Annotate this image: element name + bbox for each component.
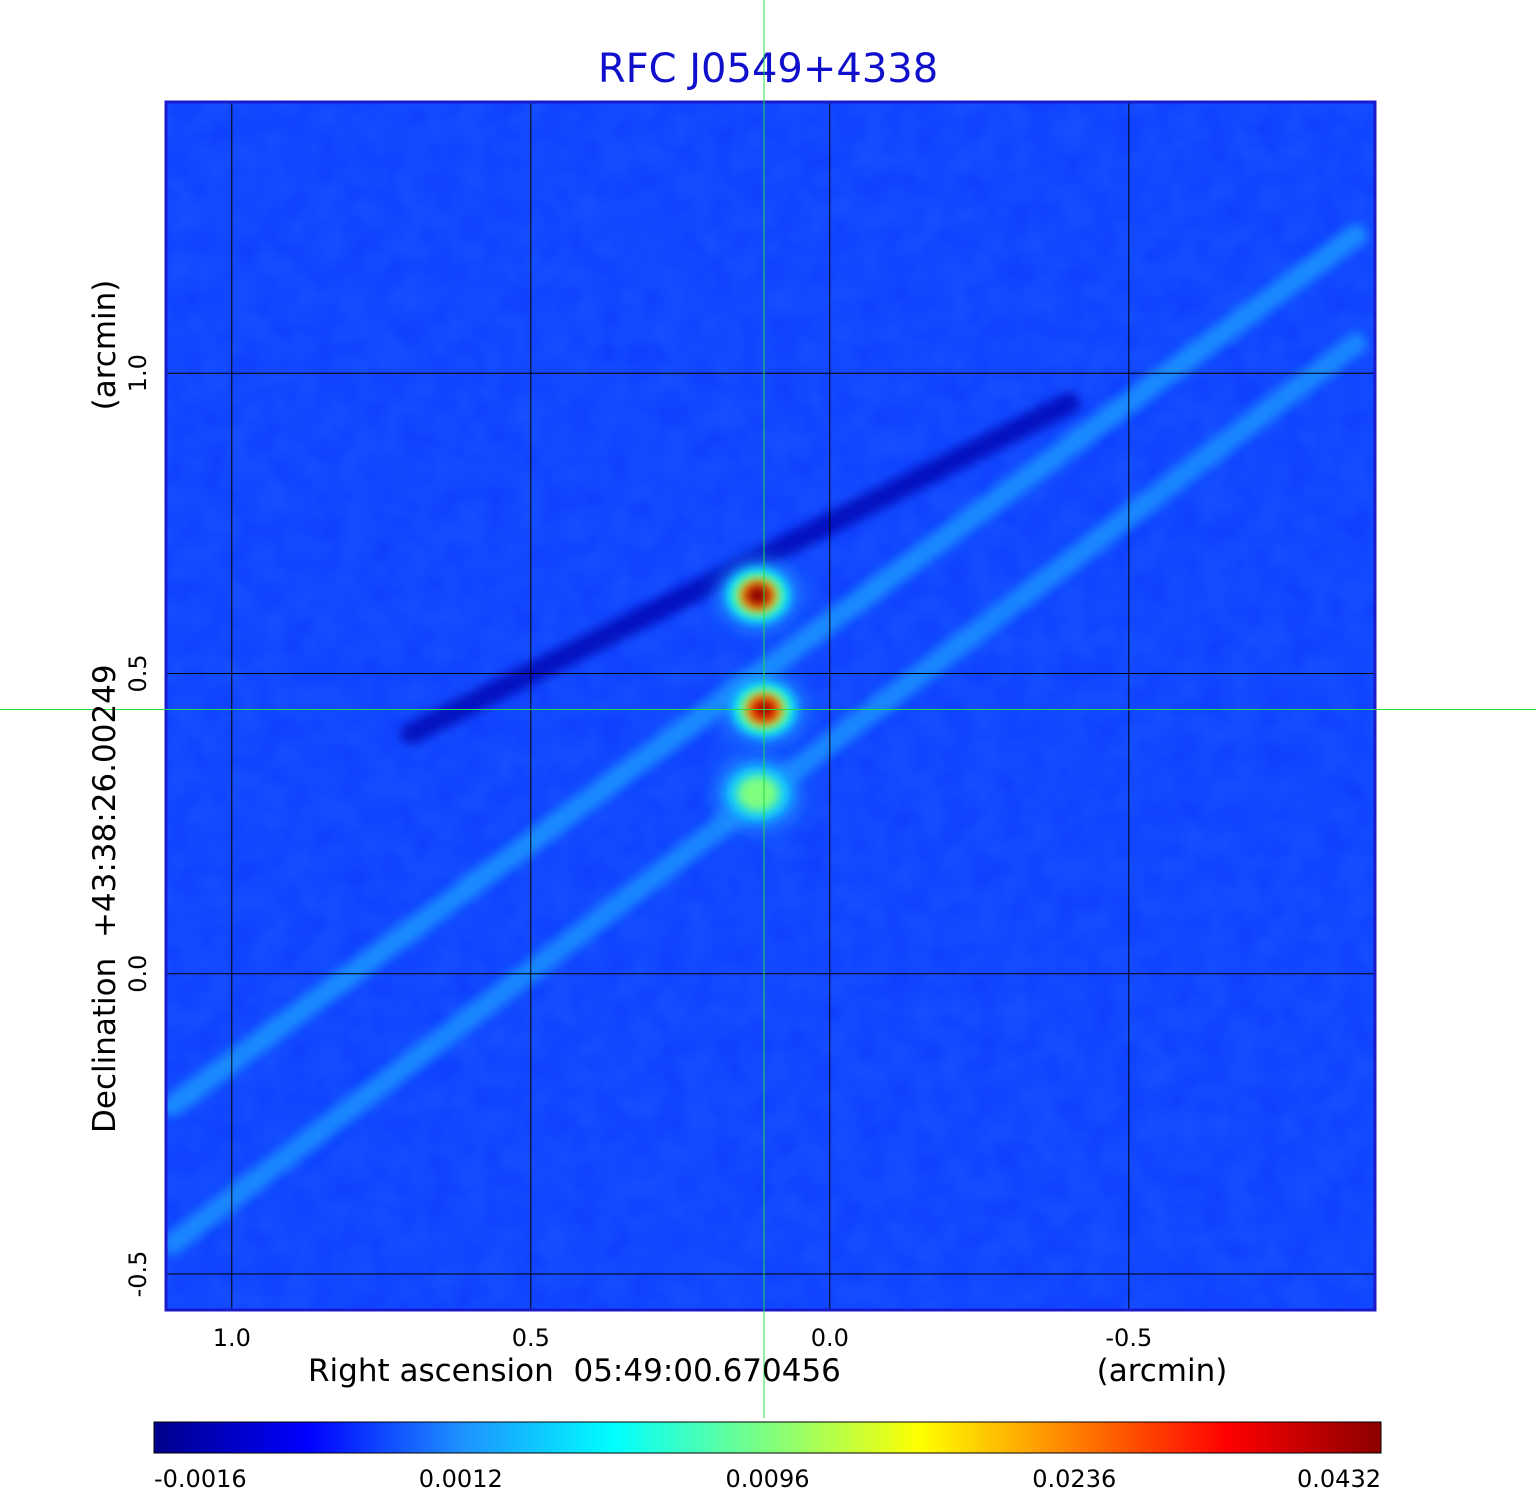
y-tick-label-1: 0.0 (124, 955, 152, 993)
y-tick-label-0: -0.5 (124, 1251, 152, 1298)
y-axis-label: Declination +43:38:26.00249 (87, 664, 123, 1133)
colorbar-ticks: -0.0016 0.0012 0.0096 0.0236 0.0432 (154, 1465, 1381, 1493)
x-axis-unit: (arcmin) (1097, 1353, 1228, 1389)
grid-lines (166, 103, 1374, 1310)
y-axis-unit: (arcmin) (87, 280, 123, 411)
colorbar-tick-label-1: 0.0012 (419, 1465, 503, 1493)
x-tick-label-0: 1.0 (213, 1324, 251, 1352)
y-tick-label-2: 0.5 (124, 654, 152, 692)
x-tick-label-2: 0.0 (811, 1324, 849, 1352)
y-tick-label-3: 1.0 (124, 354, 152, 392)
x-axis-ticks: 1.0 0.5 0.0 -0.5 (213, 1324, 1153, 1352)
plot-area (166, 103, 1374, 1310)
colorbar (153, 1421, 1382, 1454)
x-tick-label-1: 0.5 (512, 1324, 550, 1352)
x-tick-label-3: -0.5 (1105, 1324, 1152, 1352)
source-0 (718, 561, 798, 630)
x-axis-label: Right ascension 05:49:00.670456 (308, 1353, 841, 1389)
source-0-level-4 (746, 585, 770, 606)
plot-frame (164, 100, 1377, 1312)
colorbar-tick-label-0: -0.0016 (154, 1465, 247, 1493)
crosshair (0, 0, 1536, 1418)
colorbar-tick-label-4: 0.0432 (1297, 1465, 1381, 1493)
y-axis-ticks: -0.5 0.0 0.5 1.0 (124, 354, 152, 1297)
colorbar-tick-label-2: 0.0096 (726, 1465, 810, 1493)
image-sources (716, 561, 804, 830)
chart-title: RFC J0549+4338 (598, 46, 938, 92)
colorbar-tick-label-3: 0.0236 (1032, 1465, 1116, 1493)
source-2-level-2 (737, 775, 780, 812)
source-2 (716, 757, 801, 830)
